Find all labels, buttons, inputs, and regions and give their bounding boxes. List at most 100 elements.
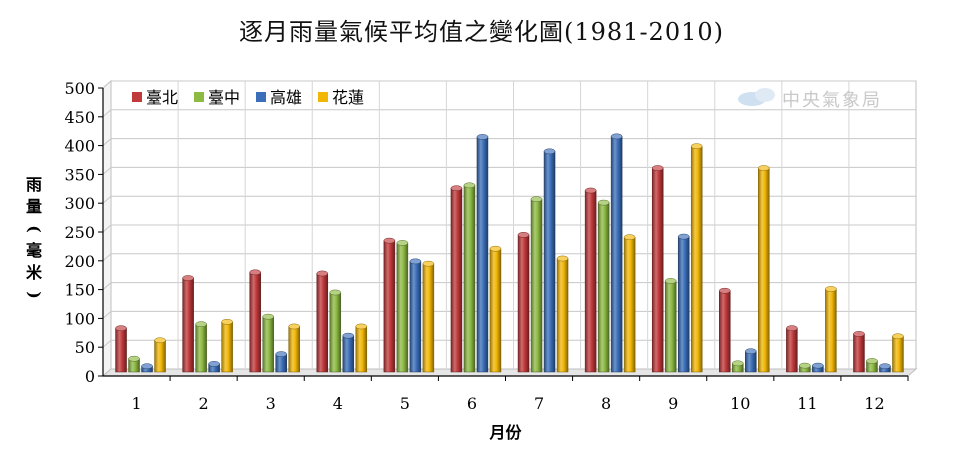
bar-cap (221, 319, 233, 325)
bar-cap (128, 355, 140, 362)
y-axis-label-char: 雨 (26, 175, 42, 194)
bar (556, 258, 569, 373)
y-axis-label-char: ( (25, 225, 44, 233)
y-axis-label-char: 量 (26, 197, 42, 216)
bar-cap (651, 165, 664, 171)
bar (853, 333, 865, 373)
bar (664, 280, 677, 373)
bar (892, 336, 904, 373)
x-tick-label: 7 (534, 394, 544, 413)
bar-cap (355, 323, 368, 330)
y-tick-label: 0 (85, 367, 95, 386)
bar (489, 248, 502, 373)
bar-cap (664, 278, 677, 284)
bar-cap (329, 289, 342, 296)
bar (610, 136, 623, 373)
bar (154, 340, 166, 373)
bar (342, 335, 355, 373)
bar-cap (208, 361, 220, 367)
bar-cap (786, 325, 798, 332)
bar-cap (745, 348, 757, 355)
legend-label: 臺北 (146, 88, 178, 107)
bar (786, 327, 798, 373)
x-tick-label: 1 (131, 394, 141, 413)
x-tick-label: 2 (199, 394, 209, 413)
bar (262, 316, 274, 373)
bar-cap (383, 237, 396, 244)
bar-cap (799, 362, 811, 369)
bar-cap (623, 234, 636, 241)
bar (182, 277, 194, 373)
bar (355, 326, 368, 373)
bar-cap (677, 233, 690, 240)
bar-cap (690, 143, 703, 150)
bar-cap (866, 358, 878, 364)
y-axis-label-char: ) (25, 291, 44, 299)
x-tick-label: 9 (668, 394, 678, 413)
bar-cap (476, 134, 489, 140)
bar (719, 290, 731, 373)
y-tick-label: 300 (64, 194, 95, 213)
bar (623, 236, 636, 373)
bar-cap (719, 287, 731, 294)
legend-swatch (194, 92, 204, 102)
bar (409, 261, 422, 373)
bar-cap (853, 331, 865, 337)
watermark-text: 中央氣象局 (782, 90, 882, 111)
bar-cap (396, 240, 409, 246)
x-tick-label: 4 (333, 394, 343, 413)
bar-cap (262, 313, 274, 320)
bar-cap (758, 165, 770, 171)
bar (450, 187, 463, 373)
y-tick-label: 200 (64, 252, 95, 271)
bar-cap (517, 232, 530, 238)
bar-cap (489, 245, 502, 252)
legend-label: 臺中 (208, 88, 240, 107)
bar-cap (249, 269, 261, 276)
bar-cap (584, 187, 597, 194)
x-tick-label: 6 (467, 394, 477, 413)
bar (221, 321, 233, 373)
bar-cap (115, 325, 127, 332)
x-tick-label: 5 (400, 394, 410, 413)
legend-label: 花蓮 (332, 88, 364, 107)
bar (758, 167, 770, 373)
bar (396, 242, 409, 373)
bar-cap (275, 351, 287, 357)
y-tick-label: 500 (64, 79, 95, 98)
bar (422, 263, 435, 373)
x-tick-label: 10 (730, 394, 750, 413)
x-axis-label: 月份 (488, 423, 522, 442)
x-tick-label: 3 (266, 394, 276, 413)
y-tick-label: 250 (64, 223, 95, 242)
y-tick-label: 350 (64, 165, 95, 184)
bar-cap (342, 332, 355, 339)
bar-cap (812, 362, 824, 369)
bar (677, 236, 690, 373)
bar (195, 323, 207, 373)
bar-cap (195, 321, 207, 328)
bar-cap (597, 199, 610, 206)
bar-cap (610, 133, 623, 140)
bar-cap (892, 333, 904, 340)
bar-cap (141, 363, 153, 370)
y-axis-label-char: 毫 (26, 241, 42, 260)
bar (517, 234, 530, 373)
y-tick-label: 100 (64, 309, 95, 328)
bar (597, 202, 610, 373)
bar (383, 240, 396, 373)
bar-cap (316, 270, 329, 277)
x-tick-label: 11 (797, 394, 817, 413)
legend-swatch (318, 92, 328, 102)
bar (825, 288, 837, 373)
bar (543, 151, 556, 373)
y-axis-label-char: 米 (26, 263, 43, 282)
bar-cap (422, 260, 435, 267)
bar-cap (879, 363, 891, 370)
bar-cap (530, 196, 543, 203)
bar-cap (288, 323, 300, 330)
bar-cap (463, 182, 476, 189)
chart-title: 逐月雨量氣候平均值之變化圖(1981-2010) (239, 18, 724, 46)
